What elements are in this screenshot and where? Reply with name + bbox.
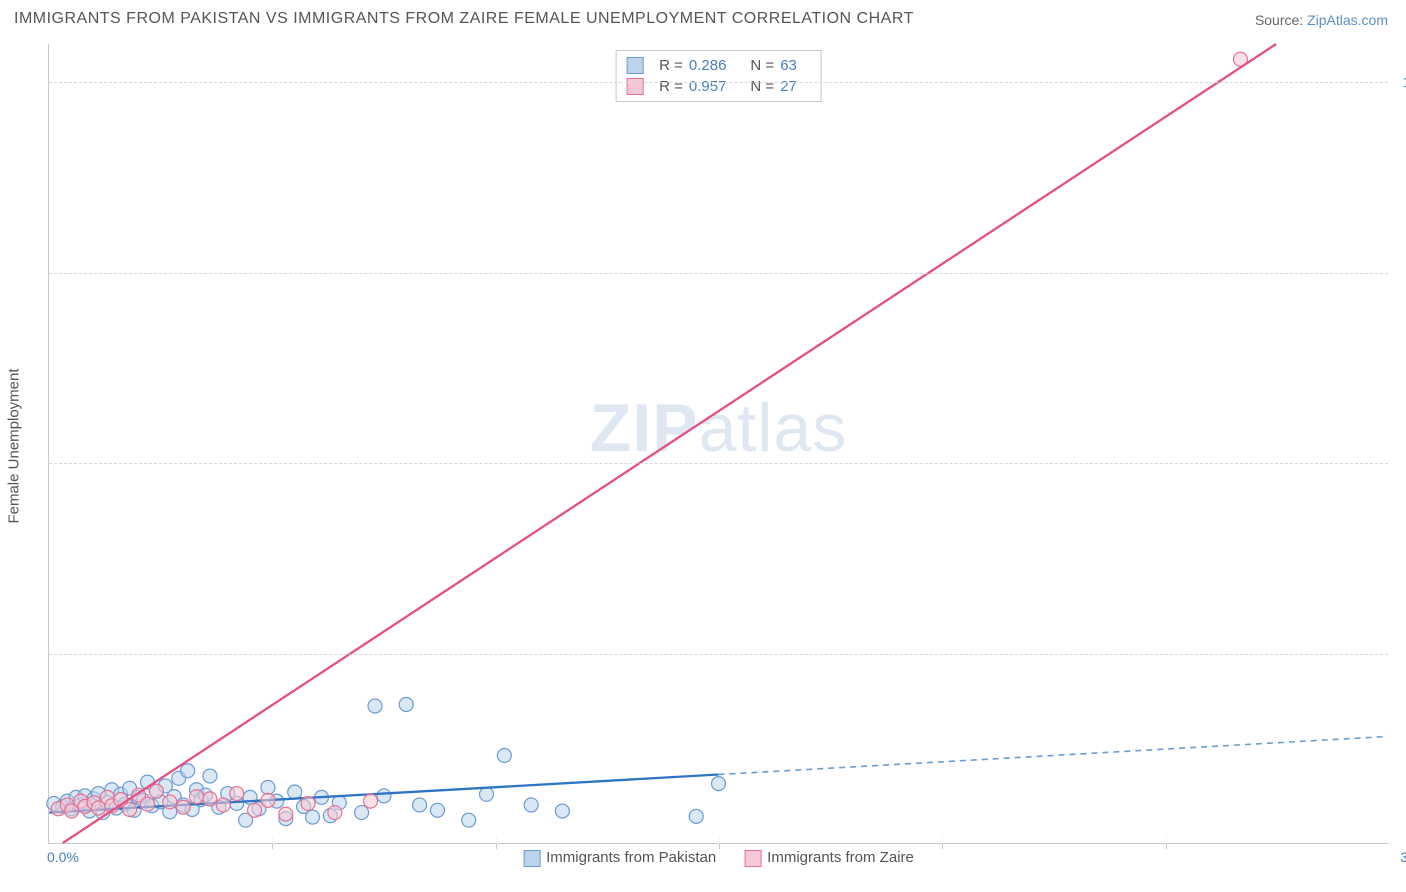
- trend-line: [63, 44, 1276, 843]
- chart-title: IMMIGRANTS FROM PAKISTAN VS IMMIGRANTS F…: [14, 10, 914, 28]
- data-point: [364, 794, 378, 808]
- source-attribution: Source: ZipAtlas.com: [1255, 12, 1388, 28]
- gridline-vertical: [942, 836, 943, 844]
- data-point: [163, 795, 177, 809]
- data-point: [377, 789, 391, 803]
- y-tick-label: 50.0%: [1395, 455, 1406, 471]
- gridline-vertical: [496, 836, 497, 844]
- data-point: [328, 806, 342, 820]
- data-point: [368, 699, 382, 713]
- data-point: [712, 777, 726, 791]
- data-point: [203, 769, 217, 783]
- source-label: Source:: [1255, 12, 1303, 28]
- data-point: [497, 748, 511, 762]
- legend-item: Immigrants from Zaire: [744, 849, 914, 867]
- source-link[interactable]: ZipAtlas.com: [1307, 12, 1388, 28]
- gridline-horizontal: [49, 273, 1388, 274]
- y-axis-label: Female Unemployment: [6, 368, 23, 523]
- x-tick-last: 30.0%: [1400, 849, 1406, 865]
- legend-swatch: [523, 850, 540, 867]
- data-point: [301, 796, 315, 810]
- data-point: [248, 803, 262, 817]
- data-point: [555, 804, 569, 818]
- y-tick-label: 100.0%: [1395, 74, 1406, 90]
- legend-series-name: Immigrants from Pakistan: [546, 849, 716, 866]
- data-point: [181, 764, 195, 778]
- data-point: [140, 797, 154, 811]
- gridline-vertical: [1166, 836, 1167, 844]
- data-point: [524, 798, 538, 812]
- data-point: [261, 793, 275, 807]
- data-point: [123, 803, 137, 817]
- data-point: [689, 809, 703, 823]
- data-point: [216, 798, 230, 812]
- data-point: [355, 806, 369, 820]
- chart-svg: [49, 44, 1388, 843]
- data-point: [230, 787, 244, 801]
- legend-swatch: [744, 850, 761, 867]
- data-point: [261, 780, 275, 794]
- gridline-horizontal: [49, 82, 1388, 83]
- data-point: [149, 784, 163, 798]
- data-point: [462, 813, 476, 827]
- data-point: [413, 798, 427, 812]
- series-legend: Immigrants from Pakistan Immigrants from …: [523, 849, 914, 867]
- gridline-vertical: [272, 836, 273, 844]
- plot-area: ZIPatlas R =0.286N =63R =0.957N =27 Immi…: [48, 44, 1388, 844]
- x-tick-first: 0.0%: [47, 849, 79, 865]
- y-tick-label: 75.0%: [1395, 265, 1406, 281]
- data-point: [279, 807, 293, 821]
- data-point: [399, 698, 413, 712]
- trend-line-dashed: [719, 736, 1388, 774]
- gridline-vertical: [719, 836, 720, 844]
- data-point: [306, 810, 320, 824]
- data-point: [430, 803, 444, 817]
- data-point: [480, 787, 494, 801]
- data-point: [176, 800, 190, 814]
- data-point: [190, 790, 204, 804]
- gridline-horizontal: [49, 463, 1388, 464]
- legend-item: Immigrants from Pakistan: [523, 849, 716, 867]
- data-point: [288, 785, 302, 799]
- data-point: [203, 792, 217, 806]
- y-tick-label: 25.0%: [1395, 646, 1406, 662]
- gridline-horizontal: [49, 654, 1388, 655]
- legend-series-name: Immigrants from Zaire: [767, 849, 914, 866]
